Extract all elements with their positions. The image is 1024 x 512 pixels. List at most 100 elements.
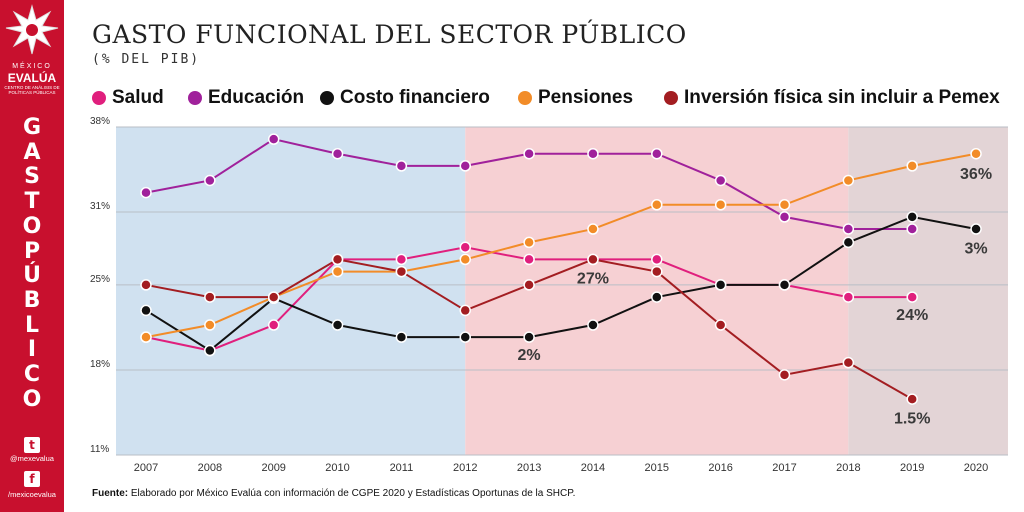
data-point: [651, 253, 663, 266]
mexico-evalua-logo-icon: [5, 4, 59, 55]
x-tick-label: 2011: [390, 462, 414, 474]
x-tick-label: 2007: [134, 462, 158, 474]
source-note: Fuente: Elaborado por México Evalúa con …: [92, 488, 575, 499]
data-point: [140, 304, 152, 317]
legend-marker: [664, 91, 678, 105]
source-label: Fuente:: [92, 488, 129, 499]
data-point: [267, 291, 280, 303]
data-point: [395, 265, 408, 278]
x-tick-label: 2008: [198, 462, 222, 474]
data-point: [906, 160, 918, 172]
data-point: [204, 319, 216, 331]
brand-country: MÉXICO: [12, 63, 52, 70]
data-point: [204, 344, 216, 357]
chart-title: GASTO FUNCIONAL DEL SECTOR PÚBLICO: [92, 20, 687, 49]
data-point: [204, 174, 216, 187]
data-point: [651, 198, 663, 211]
sidebar-title-letter: B: [23, 287, 41, 313]
data-point: [459, 331, 471, 343]
legend-marker: [188, 91, 202, 105]
twitter-icon[interactable]: t: [24, 437, 40, 453]
data-point: [842, 223, 855, 235]
data-point: [714, 319, 727, 331]
data-point: [714, 174, 727, 187]
data-point: [651, 265, 663, 278]
data-point: [778, 369, 791, 381]
data-point: [459, 160, 471, 172]
y-tick-label: 18%: [90, 359, 110, 370]
y-tick-label: 31%: [90, 201, 110, 212]
data-point: [906, 393, 918, 405]
twitter-handle[interactable]: @mexevalua: [10, 454, 54, 463]
period-band: [465, 127, 849, 455]
data-point: [778, 279, 791, 291]
legend-label: Salud: [112, 87, 164, 108]
data-point: [523, 279, 535, 291]
data-label: 2%: [518, 347, 541, 364]
data-point: [267, 319, 280, 331]
sidebar-title-letter: I: [27, 337, 37, 363]
series-line: [145, 215, 977, 352]
sidebar-title-letter: G: [22, 115, 42, 140]
legend-label: Educación: [208, 87, 305, 108]
data-point: [331, 265, 344, 278]
sidebar-title-letter: O: [22, 213, 42, 239]
data-point: [842, 236, 855, 249]
legend-label: Costo financiero: [340, 87, 490, 108]
data-point: [587, 319, 599, 331]
sidebar-title-letter: O: [22, 386, 42, 412]
sidebar-title-letter: P: [23, 238, 41, 264]
x-tick-label: 2017: [772, 462, 796, 474]
sidebar-title-letter: A: [23, 139, 41, 165]
legend-label: Inversión física sin incluir a Pemex: [684, 87, 1000, 108]
data-point: [651, 291, 663, 303]
data-point: [459, 241, 471, 254]
data-point: [523, 236, 535, 249]
data-point: [523, 253, 535, 266]
x-tick-label: 2016: [708, 462, 732, 474]
legend-item: Educación: [188, 87, 304, 109]
data-point: [714, 198, 727, 211]
data-point: [395, 331, 408, 343]
data-point: [842, 291, 855, 303]
data-point: [331, 253, 344, 266]
sidebar-title-letter: S: [24, 164, 40, 190]
sidebar-title-letter: Ú: [23, 263, 41, 289]
legend-marker: [518, 91, 532, 105]
data-point: [204, 291, 216, 303]
facebook-handle[interactable]: /mexicoevalua: [8, 490, 56, 499]
brand-name: EVALÚA: [7, 71, 57, 85]
legend-label: Pensiones: [538, 87, 634, 108]
data-label: 1.5%: [894, 410, 930, 427]
legend-item: Pensiones: [518, 87, 633, 109]
data-point: [523, 147, 535, 160]
sidebar: MÉXICO EVALÚA CENTRO DE ANÁLISIS DE POLÍ…: [0, 0, 64, 512]
x-tick-label: 2013: [517, 462, 541, 474]
data-point: [140, 186, 152, 199]
legend-marker: [92, 91, 106, 105]
source-text: Elaborado por México Evalúa con informac…: [128, 488, 576, 499]
data-point: [267, 133, 280, 145]
data-label: 36%: [960, 166, 992, 183]
data-point: [523, 331, 535, 343]
data-point: [842, 174, 855, 187]
data-point: [140, 331, 152, 343]
x-tick-label: 2009: [261, 462, 285, 474]
facebook-icon[interactable]: f: [24, 471, 40, 487]
x-tick-label: 2010: [325, 462, 349, 474]
x-tick-label: 2015: [645, 462, 669, 474]
sidebar-title-letter: C: [23, 362, 41, 388]
data-point: [395, 160, 408, 172]
legend-marker: [320, 91, 334, 105]
sidebar-title-letter: L: [24, 312, 40, 338]
chart-subtitle: (% DEL PIB): [92, 52, 201, 67]
chart-legend: Salud Educación Costo financiero Pensiones I…: [92, 87, 1022, 111]
data-point: [970, 223, 982, 235]
y-tick-label: 38%: [90, 116, 110, 127]
data-label: 3%: [964, 240, 987, 257]
legend-item: Costo financiero: [320, 87, 490, 109]
data-point: [651, 147, 663, 160]
data-point: [906, 291, 918, 303]
